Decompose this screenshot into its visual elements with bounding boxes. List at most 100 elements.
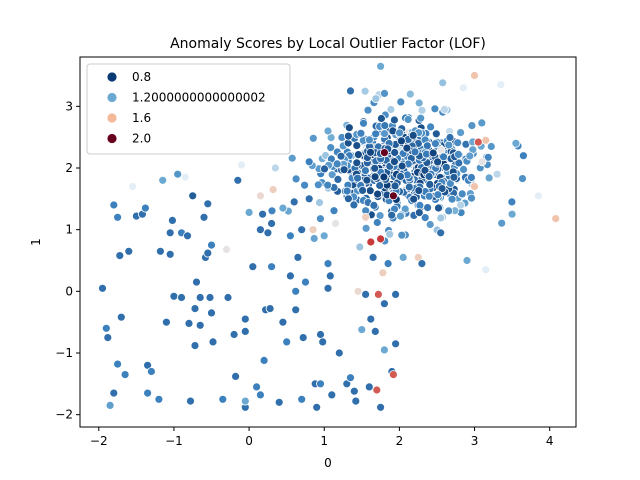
scatter-point — [240, 326, 250, 336]
scatter-point — [165, 228, 175, 238]
scatter-point — [203, 248, 213, 258]
scatter-point — [379, 299, 389, 309]
points-layer — [98, 61, 561, 412]
scatter-point — [383, 259, 393, 269]
scatter-point — [343, 131, 353, 141]
scatter-point — [278, 203, 288, 213]
scatter-point — [267, 206, 277, 216]
chart-title: Anomaly Scores by Local Outlier Factor (… — [170, 36, 486, 52]
scatter-point — [425, 179, 435, 189]
scatter-point — [346, 86, 355, 96]
scatter-point — [369, 200, 379, 210]
scatter-point — [318, 337, 328, 347]
scatter-point — [343, 194, 353, 204]
scatter-point — [186, 396, 195, 406]
scatter-point — [368, 252, 378, 262]
scatter-point — [398, 252, 408, 262]
scatter-point — [373, 289, 383, 299]
scatter-point — [240, 314, 250, 324]
scatter-point — [390, 148, 400, 157]
scatter-point — [361, 212, 371, 222]
scatter-point — [376, 61, 386, 71]
scatter-point — [465, 151, 475, 161]
scatter-point — [385, 229, 395, 239]
scatter-point — [462, 256, 472, 265]
scatter-point — [378, 268, 388, 278]
scatter-point — [405, 89, 415, 99]
scatter-point — [380, 129, 389, 139]
scatter-point — [309, 234, 319, 243]
scatter-point — [105, 400, 115, 410]
scatter-point — [426, 122, 436, 132]
scatter-point — [208, 337, 218, 347]
scatter-point — [389, 157, 399, 167]
scatter-point — [229, 330, 239, 339]
scatter-point — [447, 194, 457, 204]
scatter-point — [116, 312, 126, 322]
scatter-point — [518, 174, 527, 184]
scatter-point — [551, 214, 561, 224]
scatter-point — [445, 133, 455, 142]
legend-marker — [106, 71, 118, 83]
scatter-point — [308, 133, 318, 143]
scatter-point — [420, 165, 430, 175]
scatter-point — [511, 138, 521, 148]
scatter-point — [327, 390, 337, 400]
scatter-point — [436, 213, 446, 223]
scatter-point — [456, 200, 466, 210]
scatter-point — [293, 252, 303, 262]
scatter-point — [379, 148, 389, 158]
scatter-point — [237, 160, 247, 170]
scatter-point — [423, 203, 433, 213]
scatter-point — [320, 164, 329, 174]
scatter-point — [146, 367, 156, 376]
scatter-point — [154, 394, 164, 404]
scatter-point — [372, 218, 382, 227]
scatter-point — [497, 218, 507, 228]
scatter-point — [326, 143, 336, 153]
scatter-point — [339, 165, 349, 175]
scatter-point — [449, 172, 459, 182]
scatter-point — [353, 150, 363, 160]
scatter-point — [315, 214, 325, 224]
scatter-point — [366, 147, 375, 157]
scatter-point — [255, 390, 265, 400]
scatter-point — [481, 135, 491, 145]
scatter-point — [362, 175, 372, 185]
scatter-point — [363, 105, 373, 115]
y-tick-label: −1 — [55, 346, 73, 360]
scatter-point — [438, 78, 448, 88]
scatter-point — [358, 185, 368, 195]
legend-marker — [106, 92, 118, 103]
scatter-point — [470, 182, 479, 191]
scatter-point — [259, 355, 269, 365]
scatter-point — [416, 113, 426, 123]
scatter-point — [207, 308, 216, 318]
scatter-point — [297, 225, 307, 235]
scatter-point — [291, 286, 301, 296]
scatter-point — [400, 204, 410, 214]
scatter-point — [486, 142, 496, 151]
scatter-point — [379, 345, 389, 355]
scatter-point — [300, 180, 310, 190]
scatter-point — [473, 137, 483, 147]
scatter-point — [195, 293, 205, 302]
scatter-point — [120, 370, 130, 380]
scatter-point — [274, 397, 284, 407]
scatter-point — [496, 80, 506, 90]
scatter-point — [323, 126, 333, 136]
legend: 0.8 1.2000000000000002 1.6 2.0 — [86, 63, 291, 155]
scatter-point — [372, 385, 382, 395]
y-axis-label: 1 — [29, 238, 43, 246]
scatter-point — [430, 139, 440, 149]
scatter-point — [483, 152, 493, 162]
scatter-point — [267, 219, 277, 228]
x-tick-label: 0 — [245, 434, 253, 448]
scatter-point — [312, 402, 322, 412]
scatter-point — [184, 318, 194, 328]
scatter-point — [366, 314, 376, 324]
scatter-point — [359, 118, 368, 128]
scatter-point — [199, 212, 209, 222]
y-tick-label: 2 — [65, 161, 73, 175]
scatter-point — [484, 173, 494, 183]
